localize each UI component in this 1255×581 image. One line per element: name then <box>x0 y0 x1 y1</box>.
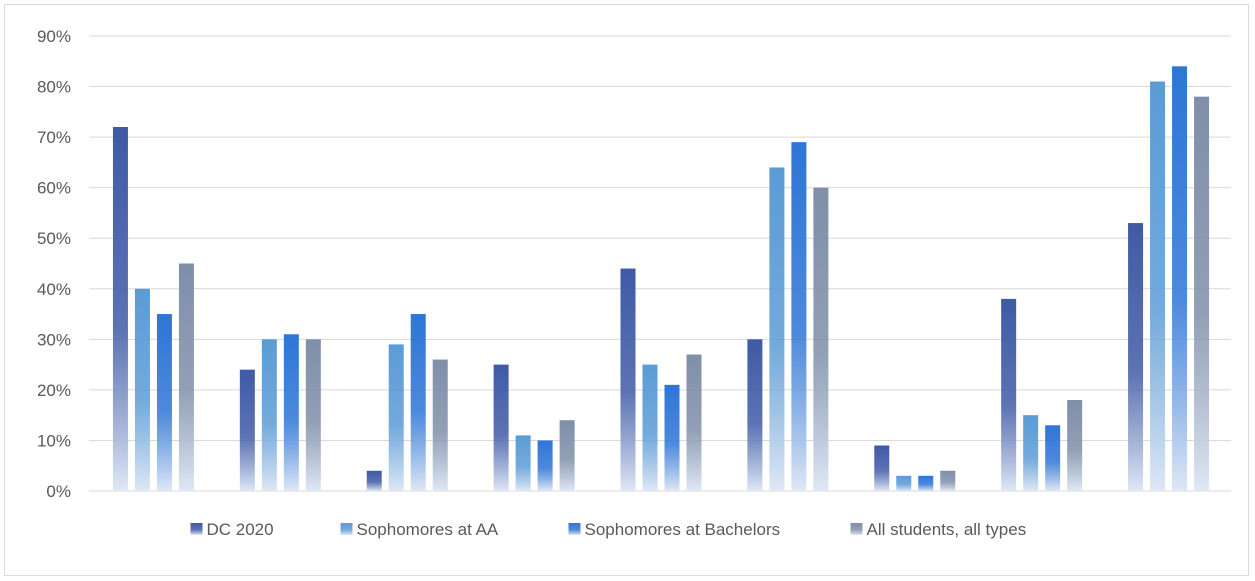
bar <box>1023 415 1039 491</box>
y-tick-label: 20% <box>37 381 71 400</box>
bar <box>1045 425 1061 491</box>
bar <box>1172 66 1188 492</box>
bar <box>769 167 785 491</box>
bar <box>791 142 807 491</box>
bar <box>620 268 636 491</box>
legend-label: Sophomores at Bachelors <box>585 520 781 539</box>
legend-swatch <box>568 523 581 535</box>
bar <box>940 470 956 491</box>
bar <box>366 470 382 491</box>
bar <box>747 339 763 491</box>
bars <box>112 66 1210 492</box>
y-tick-label: 90% <box>37 27 71 46</box>
bar <box>410 314 426 491</box>
bar <box>537 440 553 491</box>
bar <box>686 354 702 491</box>
bar <box>493 364 509 491</box>
bar <box>239 369 255 491</box>
bar <box>305 339 321 491</box>
legend-label: All students, all types <box>867 520 1027 539</box>
legend-swatch <box>850 523 863 535</box>
bar <box>261 339 277 491</box>
y-tick-label: 70% <box>37 128 71 147</box>
bar <box>918 475 934 491</box>
y-axis-ticks: 0% 10% 20% 30% 40% 50% 60% 70% 80% 90% <box>37 27 71 501</box>
bar <box>112 127 128 491</box>
y-tick-label: 50% <box>37 229 71 248</box>
bar <box>1001 298 1017 491</box>
chart-frame: 0% 10% 20% 30% 40% 50% 60% 70% 80% 90% DC 2020 Sop… <box>4 4 1249 576</box>
bar <box>156 314 172 491</box>
bar <box>874 445 890 491</box>
bar <box>896 475 912 491</box>
bar <box>134 288 150 491</box>
y-tick-label: 80% <box>37 78 71 97</box>
bar <box>178 263 194 491</box>
y-tick-label: 60% <box>37 179 71 198</box>
bar <box>664 384 680 491</box>
gridlines <box>89 35 1231 492</box>
y-tick-label: 30% <box>37 330 71 349</box>
bar-chart: 0% 10% 20% 30% 40% 50% 60% 70% 80% 90% DC 2020 Sop… <box>37 27 1231 539</box>
bar <box>1150 81 1166 491</box>
bar <box>1128 223 1144 492</box>
bar <box>432 359 448 491</box>
y-tick-label: 0% <box>46 482 71 501</box>
y-tick-label: 10% <box>37 431 71 450</box>
legend-swatch <box>190 523 203 535</box>
y-tick-label: 40% <box>37 280 71 299</box>
bar <box>813 187 829 491</box>
legend-label: Sophomores at AA <box>357 520 499 539</box>
bar <box>283 334 299 491</box>
legend-label: DC 2020 <box>207 520 274 539</box>
legend-swatch <box>340 523 353 535</box>
legend: DC 2020 Sophomores at AA Sophomores at Bac… <box>190 520 1027 539</box>
bar <box>1194 96 1210 492</box>
bar <box>388 344 404 491</box>
bar <box>642 364 658 491</box>
bar <box>515 435 531 491</box>
bar <box>1067 400 1083 491</box>
bar <box>559 420 575 491</box>
